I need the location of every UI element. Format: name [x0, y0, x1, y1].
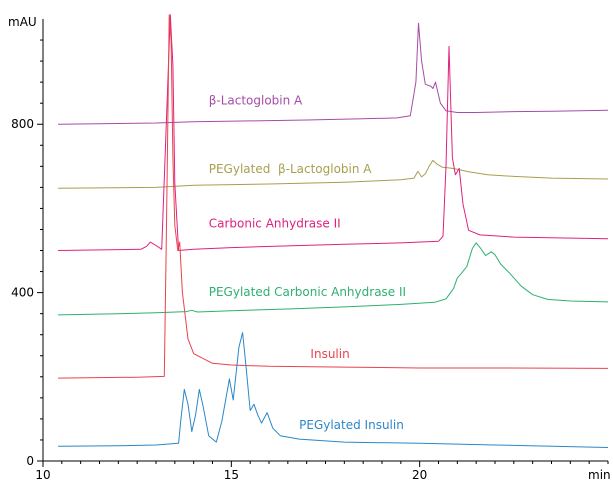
- x-tick-label: 20: [412, 468, 427, 482]
- series-label-4: Insulin: [310, 347, 349, 361]
- y-axis-unit-label: mAU: [8, 15, 37, 29]
- trace-group: [58, 14, 609, 448]
- y-axis: 0 400 800: [11, 19, 44, 468]
- series-label-5: PEGylated Insulin: [299, 418, 404, 432]
- trace-2: [58, 14, 609, 251]
- x-axis-unit-label: min: [588, 468, 611, 482]
- series-label-0: β-Lactoglobin A: [209, 93, 303, 107]
- y-tick-label: 400: [11, 286, 34, 300]
- y-tick-label: 0: [26, 454, 34, 468]
- x-tick-label: 10: [35, 468, 50, 482]
- x-axis: 10 15 20: [35, 460, 609, 482]
- series-label-1: PEGylated β-Lactoglobin A: [209, 162, 373, 176]
- series-label-2: Carbonic Anhydrase II: [209, 217, 341, 231]
- trace-1: [58, 159, 609, 189]
- series-label-group: β-Lactoglobin A PEGylated β-Lactoglobin A…: [209, 93, 406, 432]
- x-tick-label: 15: [224, 468, 239, 482]
- trace-0: [58, 22, 609, 125]
- trace-5: [58, 332, 609, 448]
- y-tick-label: 800: [11, 117, 34, 131]
- trace-3: [58, 242, 609, 316]
- series-label-3: PEGylated Carbonic Anhydrase II: [209, 285, 406, 299]
- trace-4: [58, 14, 609, 379]
